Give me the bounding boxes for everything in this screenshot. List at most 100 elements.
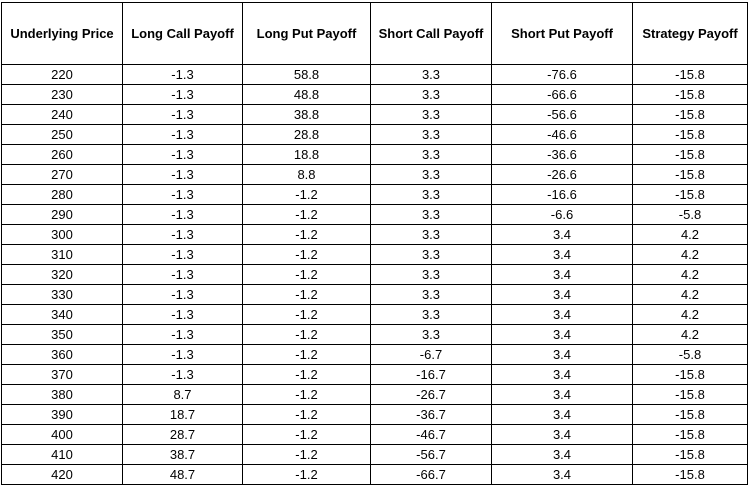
cell-short-call-payoff: 3.3 xyxy=(370,224,492,245)
cell-strategy-payoff: 4.2 xyxy=(632,324,748,345)
cell-underlying-price: 420 xyxy=(1,464,123,485)
cell-underlying-price: 300 xyxy=(1,224,123,245)
table-row: 270 -1.3 8.8 3.3 -26.6 -15.8 xyxy=(1,164,748,185)
cell-underlying-price: 330 xyxy=(1,284,123,305)
cell-long-call-payoff: -1.3 xyxy=(122,324,243,345)
cell-long-call-payoff: 28.7 xyxy=(122,424,243,445)
cell-long-call-payoff: 8.7 xyxy=(122,384,243,405)
cell-short-call-payoff: 3.3 xyxy=(370,104,492,125)
cell-long-put-payoff: -1.2 xyxy=(242,184,371,205)
cell-short-call-payoff: 3.3 xyxy=(370,84,492,105)
table-row: 410 38.7 -1.2 -56.7 3.4 -15.8 xyxy=(1,444,748,465)
header-short-call-payoff: Short Call Payoff xyxy=(370,2,492,65)
cell-underlying-price: 290 xyxy=(1,204,123,225)
cell-short-put-payoff: -76.6 xyxy=(491,64,633,85)
header-short-put-payoff: Short Put Payoff xyxy=(491,2,633,65)
cell-strategy-payoff: -15.8 xyxy=(632,144,748,165)
cell-long-put-payoff: 58.8 xyxy=(242,64,371,85)
cell-long-call-payoff: -1.3 xyxy=(122,84,243,105)
cell-short-put-payoff: 3.4 xyxy=(491,464,633,485)
cell-underlying-price: 280 xyxy=(1,184,123,205)
cell-long-call-payoff: -1.3 xyxy=(122,204,243,225)
cell-long-call-payoff: -1.3 xyxy=(122,64,243,85)
cell-long-call-payoff: -1.3 xyxy=(122,164,243,185)
cell-short-call-payoff: -6.7 xyxy=(370,344,492,365)
table-row: 390 18.7 -1.2 -36.7 3.4 -15.8 xyxy=(1,404,748,425)
cell-underlying-price: 400 xyxy=(1,424,123,445)
cell-long-put-payoff: -1.2 xyxy=(242,344,371,365)
cell-strategy-payoff: 4.2 xyxy=(632,304,748,325)
cell-strategy-payoff: -15.8 xyxy=(632,84,748,105)
cell-long-call-payoff: -1.3 xyxy=(122,144,243,165)
cell-strategy-payoff: -15.8 xyxy=(632,464,748,485)
cell-long-call-payoff: 48.7 xyxy=(122,464,243,485)
cell-long-call-payoff: -1.3 xyxy=(122,344,243,365)
header-underlying-price: Underlying Price xyxy=(1,2,123,65)
table-row: 350 -1.3 -1.2 3.3 3.4 4.2 xyxy=(1,324,748,345)
cell-strategy-payoff: -15.8 xyxy=(632,384,748,405)
cell-long-call-payoff: -1.3 xyxy=(122,264,243,285)
table-row: 370 -1.3 -1.2 -16.7 3.4 -15.8 xyxy=(1,364,748,385)
cell-underlying-price: 250 xyxy=(1,124,123,145)
cell-long-put-payoff: -1.2 xyxy=(242,224,371,245)
cell-short-call-payoff: -26.7 xyxy=(370,384,492,405)
cell-long-put-payoff: 48.8 xyxy=(242,84,371,105)
cell-strategy-payoff: 4.2 xyxy=(632,224,748,245)
cell-underlying-price: 310 xyxy=(1,244,123,265)
cell-underlying-price: 370 xyxy=(1,364,123,385)
cell-long-put-payoff: -1.2 xyxy=(242,284,371,305)
cell-strategy-payoff: -15.8 xyxy=(632,404,748,425)
cell-short-put-payoff: 3.4 xyxy=(491,404,633,425)
cell-strategy-payoff: -15.8 xyxy=(632,424,748,445)
cell-long-put-payoff: -1.2 xyxy=(242,464,371,485)
cell-short-call-payoff: 3.3 xyxy=(370,304,492,325)
cell-underlying-price: 320 xyxy=(1,264,123,285)
cell-underlying-price: 240 xyxy=(1,104,123,125)
header-long-put-payoff: Long Put Payoff xyxy=(242,2,371,65)
cell-long-put-payoff: 28.8 xyxy=(242,124,371,145)
cell-long-call-payoff: -1.3 xyxy=(122,184,243,205)
cell-strategy-payoff: -5.8 xyxy=(632,344,748,365)
cell-short-put-payoff: -26.6 xyxy=(491,164,633,185)
cell-short-put-payoff: 3.4 xyxy=(491,244,633,265)
cell-short-call-payoff: 3.3 xyxy=(370,324,492,345)
cell-short-call-payoff: 3.3 xyxy=(370,284,492,305)
cell-short-call-payoff: -16.7 xyxy=(370,364,492,385)
cell-short-call-payoff: 3.3 xyxy=(370,264,492,285)
cell-strategy-payoff: -15.8 xyxy=(632,64,748,85)
header-strategy-payoff: Strategy Payoff xyxy=(632,2,748,65)
cell-long-put-payoff: -1.2 xyxy=(242,324,371,345)
cell-short-call-payoff: 3.3 xyxy=(370,184,492,205)
cell-underlying-price: 220 xyxy=(1,64,123,85)
cell-long-put-payoff: -1.2 xyxy=(242,384,371,405)
cell-short-call-payoff: 3.3 xyxy=(370,244,492,265)
cell-short-call-payoff: -46.7 xyxy=(370,424,492,445)
table-row: 380 8.7 -1.2 -26.7 3.4 -15.8 xyxy=(1,384,748,405)
cell-strategy-payoff: -15.8 xyxy=(632,444,748,465)
cell-long-call-payoff: -1.3 xyxy=(122,364,243,385)
cell-long-put-payoff: -1.2 xyxy=(242,264,371,285)
cell-long-put-payoff: -1.2 xyxy=(242,364,371,385)
cell-short-put-payoff: -66.6 xyxy=(491,84,633,105)
table-row: 320 -1.3 -1.2 3.3 3.4 4.2 xyxy=(1,264,748,285)
cell-short-call-payoff: 3.3 xyxy=(370,204,492,225)
cell-strategy-payoff: -5.8 xyxy=(632,204,748,225)
cell-underlying-price: 410 xyxy=(1,444,123,465)
cell-short-put-payoff: 3.4 xyxy=(491,344,633,365)
table-row: 280 -1.3 -1.2 3.3 -16.6 -15.8 xyxy=(1,184,748,205)
cell-strategy-payoff: 4.2 xyxy=(632,264,748,285)
cell-short-put-payoff: 3.4 xyxy=(491,364,633,385)
cell-short-call-payoff: -66.7 xyxy=(370,464,492,485)
cell-underlying-price: 380 xyxy=(1,384,123,405)
header-long-call-payoff: Long Call Payoff xyxy=(122,2,243,65)
cell-long-call-payoff: -1.3 xyxy=(122,224,243,245)
table-row: 250 -1.3 28.8 3.3 -46.6 -15.8 xyxy=(1,124,748,145)
cell-short-put-payoff: 3.4 xyxy=(491,384,633,405)
table-row: 260 -1.3 18.8 3.3 -36.6 -15.8 xyxy=(1,144,748,165)
cell-short-call-payoff: -56.7 xyxy=(370,444,492,465)
cell-long-call-payoff: -1.3 xyxy=(122,244,243,265)
cell-short-put-payoff: 3.4 xyxy=(491,264,633,285)
table-row: 330 -1.3 -1.2 3.3 3.4 4.2 xyxy=(1,284,748,305)
cell-strategy-payoff: -15.8 xyxy=(632,364,748,385)
